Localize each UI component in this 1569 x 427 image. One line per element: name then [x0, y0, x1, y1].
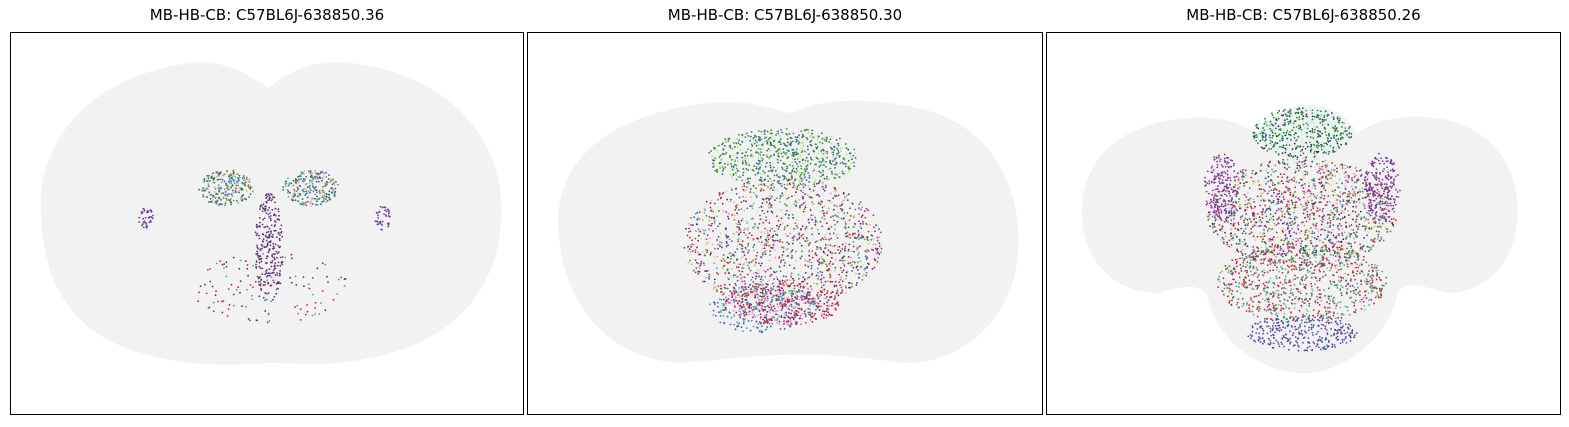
tissue-outline	[558, 100, 1019, 363]
panel-title: MB-HB-CB: C57BL6J-638850.26	[1186, 6, 1421, 24]
brain-section-plot	[40, 62, 502, 365]
cell-points	[1203, 107, 1401, 352]
tissue-outline	[40, 62, 502, 365]
scatter-axes	[10, 32, 524, 415]
panel-2: MB-HB-CB: C57BL6J-638850.30	[527, 0, 1043, 427]
brain-section-plot	[558, 100, 1019, 363]
scatter-axes	[1046, 32, 1561, 415]
cell-points	[138, 169, 391, 324]
brain-section-plot	[1082, 104, 1518, 373]
panel-title: MB-HB-CB: C57BL6J-638850.36	[149, 6, 385, 24]
panel-1: MB-HB-CB: C57BL6J-638850.36	[10, 0, 524, 427]
scatter-axes	[527, 32, 1043, 415]
panel-title: MB-HB-CB: C57BL6J-638850.30	[667, 6, 903, 24]
cell-points	[683, 128, 883, 334]
panel-3: MB-HB-CB: C57BL6J-638850.26	[1046, 0, 1561, 427]
